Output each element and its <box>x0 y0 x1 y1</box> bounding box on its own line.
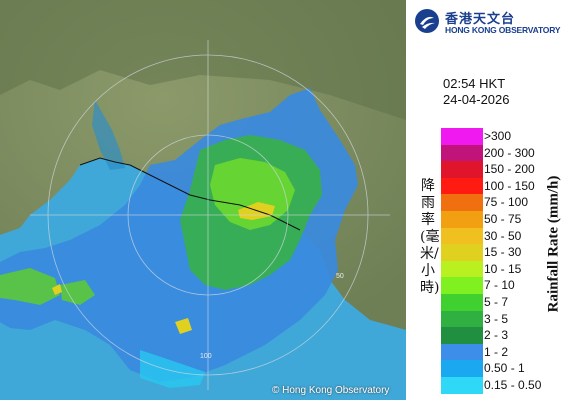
range-label-100: 100 <box>200 353 212 360</box>
legend-label: 0.15 - 0.50 <box>484 378 542 392</box>
legend-label: 10 - 15 <box>484 261 522 276</box>
legend-title-cn: 降雨率(毫米/小時) <box>420 178 440 296</box>
land-relief <box>0 0 406 120</box>
legend-label: 7 - 10 <box>484 278 515 293</box>
legend-swatch <box>441 327 483 344</box>
range-rings <box>30 40 390 390</box>
legend-label: 150 - 200 <box>484 162 535 177</box>
org-name-en: HONG KONG OBSERVATORY <box>445 25 561 35</box>
legend-label: >300 <box>484 129 512 143</box>
pearl-river-estuary <box>92 100 125 170</box>
legend-swatch <box>441 177 483 195</box>
legend-label: 200 - 300 <box>484 145 535 160</box>
legend-label: 75 - 100 <box>484 195 529 210</box>
legend-label: 2 - 3 <box>484 328 509 343</box>
legend-swatch <box>441 128 483 145</box>
legend-title-en: Rainfall Rate (mm/h) <box>545 175 562 313</box>
timestamp-date: 24-04-2026 <box>443 92 510 107</box>
rain-west-3 <box>52 284 62 295</box>
copyright-notice: © Hong Kong Observatory <box>272 385 390 396</box>
rain-moderate <box>210 158 295 230</box>
legend-label: 3 - 5 <box>484 311 509 326</box>
radar-map-image: 100 50 <box>0 0 406 400</box>
range-label-50: 50 <box>336 273 344 280</box>
legend-label: 1 - 2 <box>484 344 509 359</box>
hko-emblem-icon <box>415 9 439 33</box>
legend-swatch <box>441 210 483 228</box>
org-name-cn: 香港天文台 <box>445 12 516 27</box>
legend-swatch <box>441 227 483 245</box>
legend-label: 15 - 30 <box>484 245 522 260</box>
legend-swatch <box>441 343 483 361</box>
rain-west-1 <box>0 268 60 305</box>
radar-map: 100 50 © Hong Kong Observatory <box>0 0 406 400</box>
coastline <box>79 157 301 231</box>
legend-color-scale <box>441 128 483 394</box>
legend-label: 30 - 50 <box>484 228 522 243</box>
legend-swatch <box>441 144 483 162</box>
legend-swatch <box>441 277 483 294</box>
rain-west-2 <box>60 280 95 305</box>
legend-label: 0.50 - 1 <box>484 361 525 376</box>
legend-label: 100 - 150 <box>484 178 535 193</box>
legend-swatch <box>441 161 483 178</box>
legend-panel: 香港天文台 HONG KONG OBSERVATORY 02:54 HKT 24… <box>406 0 577 400</box>
rain-heavy-2 <box>175 318 192 334</box>
timestamp-time: 02:54 HKT <box>443 76 506 91</box>
legend-label: 5 - 7 <box>484 295 509 309</box>
legend-swatch <box>441 310 483 328</box>
legend-label: 50 - 75 <box>484 212 522 226</box>
legend-swatch <box>441 360 483 377</box>
legend-swatch <box>441 376 483 394</box>
legend-swatch <box>441 293 483 311</box>
legend-swatch <box>441 244 483 261</box>
legend-swatch <box>441 260 483 278</box>
hko-logo: 香港天文台 HONG KONG OBSERVATORY <box>414 6 574 36</box>
rain-cyan <box>140 350 205 388</box>
legend-swatch <box>441 194 483 211</box>
